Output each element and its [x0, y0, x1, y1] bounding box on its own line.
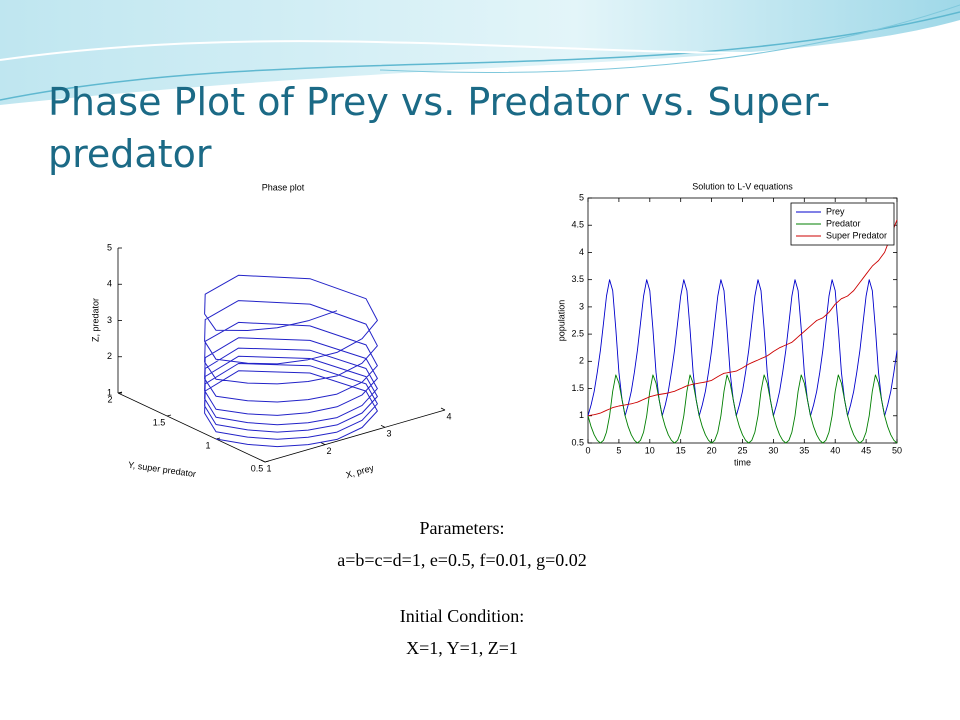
- y-tick-label: 4: [579, 247, 584, 257]
- z-tick-label: 2: [107, 351, 112, 361]
- x-tick-label: 35: [799, 445, 809, 455]
- x-tick-label: 15: [676, 445, 686, 455]
- y-tick: [264, 460, 270, 463]
- z-tick-label: 5: [107, 242, 112, 252]
- swoosh-line: [0, 11, 960, 101]
- y-tick-label: 3: [579, 301, 584, 311]
- y-axis-label: population: [556, 300, 566, 342]
- chart-title: Solution to L-V equations: [692, 181, 793, 191]
- y-axis-label: Y, super predator: [128, 460, 197, 479]
- series-line: [587, 374, 898, 444]
- x-tick: [320, 442, 326, 446]
- x-tick-label: 1: [266, 463, 271, 473]
- y-tick-label: 2: [579, 356, 584, 366]
- x-tick-label: 40: [830, 445, 840, 455]
- swoosh: [0, 0, 960, 105]
- y-tick-label: 2: [107, 394, 112, 404]
- y-tick-label: 4.5: [571, 220, 584, 230]
- x-tick-label: 4: [446, 411, 451, 421]
- y-tick-label: 5: [579, 192, 584, 202]
- x-tick-label: 45: [861, 445, 871, 455]
- x-tick-label: 0: [585, 445, 590, 455]
- series-line: [587, 219, 898, 417]
- note: a=b=c=d=1, e=0.5, f=0.01, g=0.02: [337, 550, 587, 570]
- note: Parameters:: [420, 518, 505, 538]
- slide-title: Phase Plot of Prey vs. Predator vs. Supe…: [48, 80, 831, 176]
- swoosh-line: [379, 4, 960, 73]
- phase-line: [204, 274, 378, 448]
- x-tick: [380, 424, 386, 428]
- x-tick-label: 30: [768, 445, 778, 455]
- y-tick-label: 0.5: [571, 437, 584, 447]
- y-tick-label: 1: [579, 410, 584, 420]
- swoosh-line: [0, 39, 960, 61]
- x-tick-label: 20: [707, 445, 717, 455]
- z-axis-label: Z, predator: [90, 298, 100, 342]
- y-tick-label: 1.5: [153, 417, 166, 427]
- x-tick-label: 2: [326, 446, 331, 456]
- y-tick-label: 1: [205, 440, 210, 450]
- note: Initial Condition:: [400, 606, 525, 626]
- x-tick-label: 25: [737, 445, 747, 455]
- y-tick: [166, 414, 172, 417]
- z-tick-label: 1: [107, 387, 112, 397]
- x-tick-label: 5: [616, 445, 621, 455]
- x-axis-label: time: [734, 457, 751, 467]
- x-tick-label: 50: [892, 445, 902, 455]
- z-tick-label: 4: [107, 279, 112, 289]
- y-tick-label: 0.5: [251, 463, 264, 473]
- x-tick: [440, 407, 446, 411]
- x-tick-label: 3: [386, 429, 391, 439]
- x-tick: [260, 459, 266, 463]
- x-axis-label: X, prey: [345, 463, 376, 481]
- chart-title: Phase plot: [262, 182, 305, 192]
- z-tick-label: 3: [107, 315, 112, 325]
- legend-label: Prey: [826, 206, 845, 216]
- axis-line: [117, 392, 266, 463]
- note: X=1, Y=1, Z=1: [406, 638, 518, 658]
- legend-label: Super Predator: [826, 230, 887, 240]
- x-tick-label: 10: [645, 445, 655, 455]
- y-tick-label: 3.5: [571, 274, 584, 284]
- y-tick-label: 2.5: [571, 328, 584, 338]
- y-tick-label: 1.5: [571, 383, 584, 393]
- legend-label: Predator: [826, 218, 861, 228]
- axis-line: [264, 409, 446, 463]
